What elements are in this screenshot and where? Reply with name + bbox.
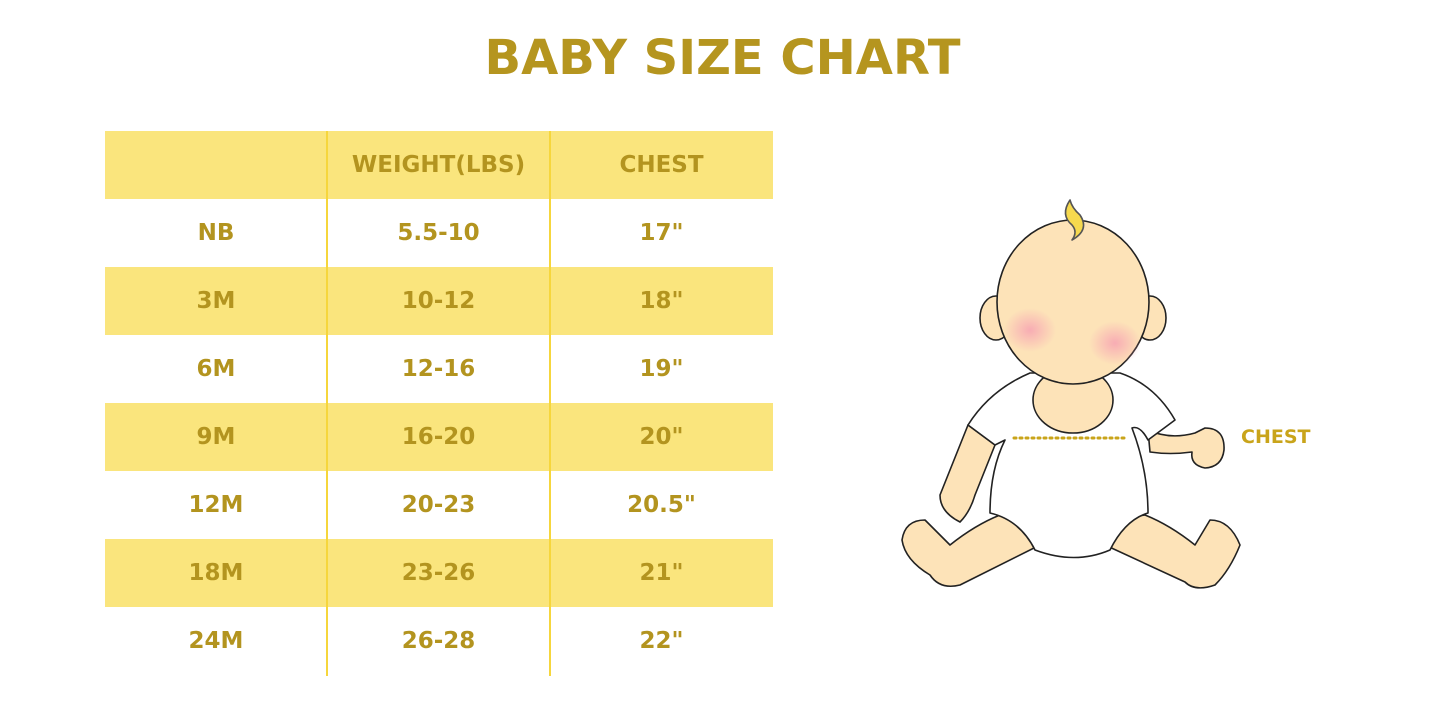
size-cell: 3M: [196, 288, 236, 314]
size-cell: 6M: [196, 356, 236, 382]
chest-cell: 20.5": [627, 492, 696, 518]
weight-cell: 20-23: [401, 492, 476, 518]
table-row: NB 5.5-10 17": [105, 199, 773, 267]
weight-cell: 10-12: [401, 288, 476, 314]
table-header: WEIGHT(LBS) CHEST: [105, 131, 773, 199]
left-arm: [939, 424, 996, 523]
table-row: 3M 10-12 18": [105, 267, 773, 335]
header-cell-weight: WEIGHT(LBS): [351, 152, 526, 178]
weight-cell: 5.5-10: [397, 220, 480, 246]
size-cell: 24M: [188, 628, 244, 654]
size-table: WEIGHT(LBS) CHEST NB 5.5-10 17" 3M 10-12…: [105, 131, 773, 675]
weight-cell: 16-20: [401, 424, 476, 450]
table-row: 18M 23-26 21": [105, 539, 773, 607]
header-cell-chest: CHEST: [619, 152, 704, 178]
size-cell: NB: [197, 220, 235, 246]
right-cheek: [1089, 321, 1141, 365]
table-row: 12M 20-23 20.5": [105, 471, 773, 539]
page-title: BABY SIZE CHART: [484, 30, 961, 86]
chest-cell: 21": [639, 560, 684, 586]
size-cell: 12M: [188, 492, 244, 518]
chest-cell: 17": [639, 220, 684, 246]
right-arm: [1147, 427, 1225, 469]
chest-cell: 22": [639, 628, 684, 654]
hair-tuft: [1064, 199, 1085, 241]
table-row: 24M 26-28 22": [105, 607, 773, 675]
weight-cell: 26-28: [401, 628, 476, 654]
table-row: 9M 16-20 20": [105, 403, 773, 471]
chest-cell: 18": [639, 288, 684, 314]
weight-cell: 23-26: [401, 560, 476, 586]
chest-cell: 20": [639, 424, 684, 450]
onesie: [967, 372, 1176, 559]
table-row: 6M 12-16 19": [105, 335, 773, 403]
size-cell: 18M: [188, 560, 244, 586]
column-divider: [326, 131, 328, 676]
chest-cell: 19": [639, 356, 684, 382]
left-cheek: [1004, 308, 1056, 352]
column-divider: [549, 131, 551, 676]
size-cell: 9M: [196, 424, 236, 450]
chest-label: CHEST: [1241, 426, 1311, 448]
weight-cell: 12-16: [401, 356, 476, 382]
